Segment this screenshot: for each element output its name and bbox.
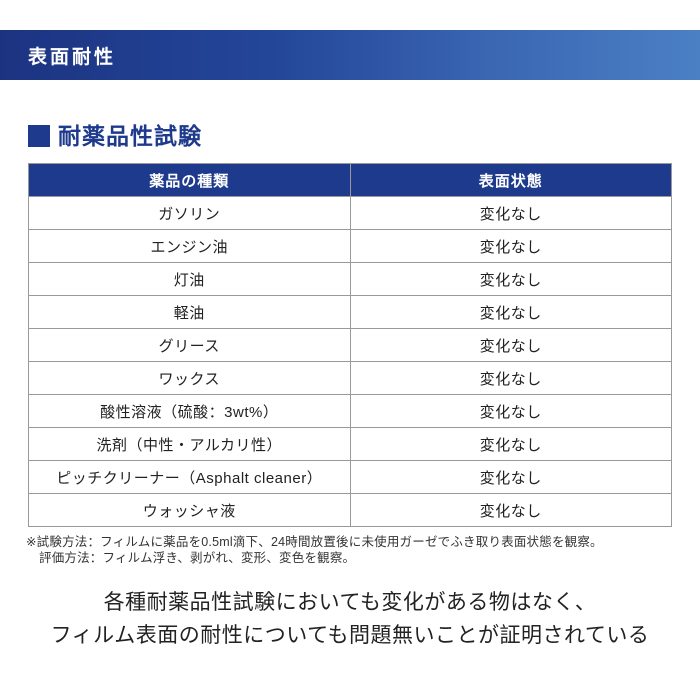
table-row: 灯油 変化なし (28, 262, 672, 296)
table-row: 洗剤（中性・アルカリ性） 変化なし (28, 427, 672, 461)
chemical-resistance-table: 薬品の種類 表面状態 ガソリン 変化なし エンジン油 変化なし 灯油 変化なし 軽油 変化なし… (28, 163, 672, 527)
cell-surface-state: 変化なし (349, 262, 672, 296)
conclusion-text: 各種耐薬品性試験においても変化がある物はなく、 フィルム表面の耐性についても問題… (0, 586, 700, 652)
square-bullet-icon (28, 125, 50, 147)
cell-chemical-type: ワックス (28, 361, 351, 395)
table-row: 軽油 変化なし (28, 295, 672, 329)
cell-chemical-type: ウォッシャ液 (28, 493, 351, 527)
column-header-surface-state: 表面状態 (349, 163, 672, 197)
cell-surface-state: 変化なし (349, 427, 672, 461)
cell-surface-state: 変化なし (349, 493, 672, 527)
cell-surface-state: 変化なし (349, 361, 672, 395)
cell-chemical-type: 灯油 (28, 262, 351, 296)
section-banner: 表面耐性 (0, 30, 700, 80)
column-header-chemical-type: 薬品の種類 (28, 163, 351, 197)
banner-title: 表面耐性 (28, 46, 117, 68)
section-heading: 耐薬品性試験 (28, 122, 700, 150)
table-row: ガソリン 変化なし (28, 196, 672, 230)
cell-chemical-type: グリース (28, 328, 351, 362)
cell-chemical-type: ピッチクリーナー（Asphalt cleaner） (28, 460, 351, 494)
cell-surface-state: 変化なし (349, 295, 672, 329)
table-row: グリース 変化なし (28, 328, 672, 362)
table-row: エンジン油 変化なし (28, 229, 672, 263)
cell-chemical-type: 洗剤（中性・アルカリ性） (28, 427, 351, 461)
conclusion-line-1: 各種耐薬品性試験においても変化がある物はなく、 (103, 591, 597, 614)
footnote-test-method: ※試験方法：フィルムに薬品を0.5ml滴下、24時間放置後に未使用ガーゼでふき取… (26, 535, 603, 549)
cell-surface-state: 変化なし (349, 196, 672, 230)
table-row: ピッチクリーナー（Asphalt cleaner） 変化なし (28, 460, 672, 494)
table-row: ワックス 変化なし (28, 361, 672, 395)
cell-chemical-type: 酸性溶液（硫酸：3wt%） (28, 394, 351, 428)
table-header: 薬品の種類 表面状態 (28, 163, 672, 197)
cell-chemical-type: エンジン油 (28, 229, 351, 263)
cell-chemical-type: ガソリン (28, 196, 351, 230)
table-row: 酸性溶液（硫酸：3wt%） 変化なし (28, 394, 672, 428)
section-heading-label: 耐薬品性試験 (58, 123, 202, 149)
table-row: ウォッシャ液 変化なし (28, 493, 672, 527)
footnotes: ※試験方法：フィルムに薬品を0.5ml滴下、24時間放置後に未使用ガーゼでふき取… (26, 534, 700, 566)
cell-chemical-type: 軽油 (28, 295, 351, 329)
conclusion-line-2: フィルム表面の耐性についても問題無いことが証明されている (50, 624, 650, 647)
footnote-evaluation-method: 評価方法：フィルム浮き、剥がれ、変形、変色を観察。 (39, 551, 356, 565)
cell-surface-state: 変化なし (349, 328, 672, 362)
cell-surface-state: 変化なし (349, 229, 672, 263)
table-header-row: 薬品の種類 表面状態 (28, 163, 672, 197)
cell-surface-state: 変化なし (349, 460, 672, 494)
cell-surface-state: 変化なし (349, 394, 672, 428)
table-body: ガソリン 変化なし エンジン油 変化なし 灯油 変化なし 軽油 変化なし グリース 変化なし ワック… (28, 196, 672, 527)
